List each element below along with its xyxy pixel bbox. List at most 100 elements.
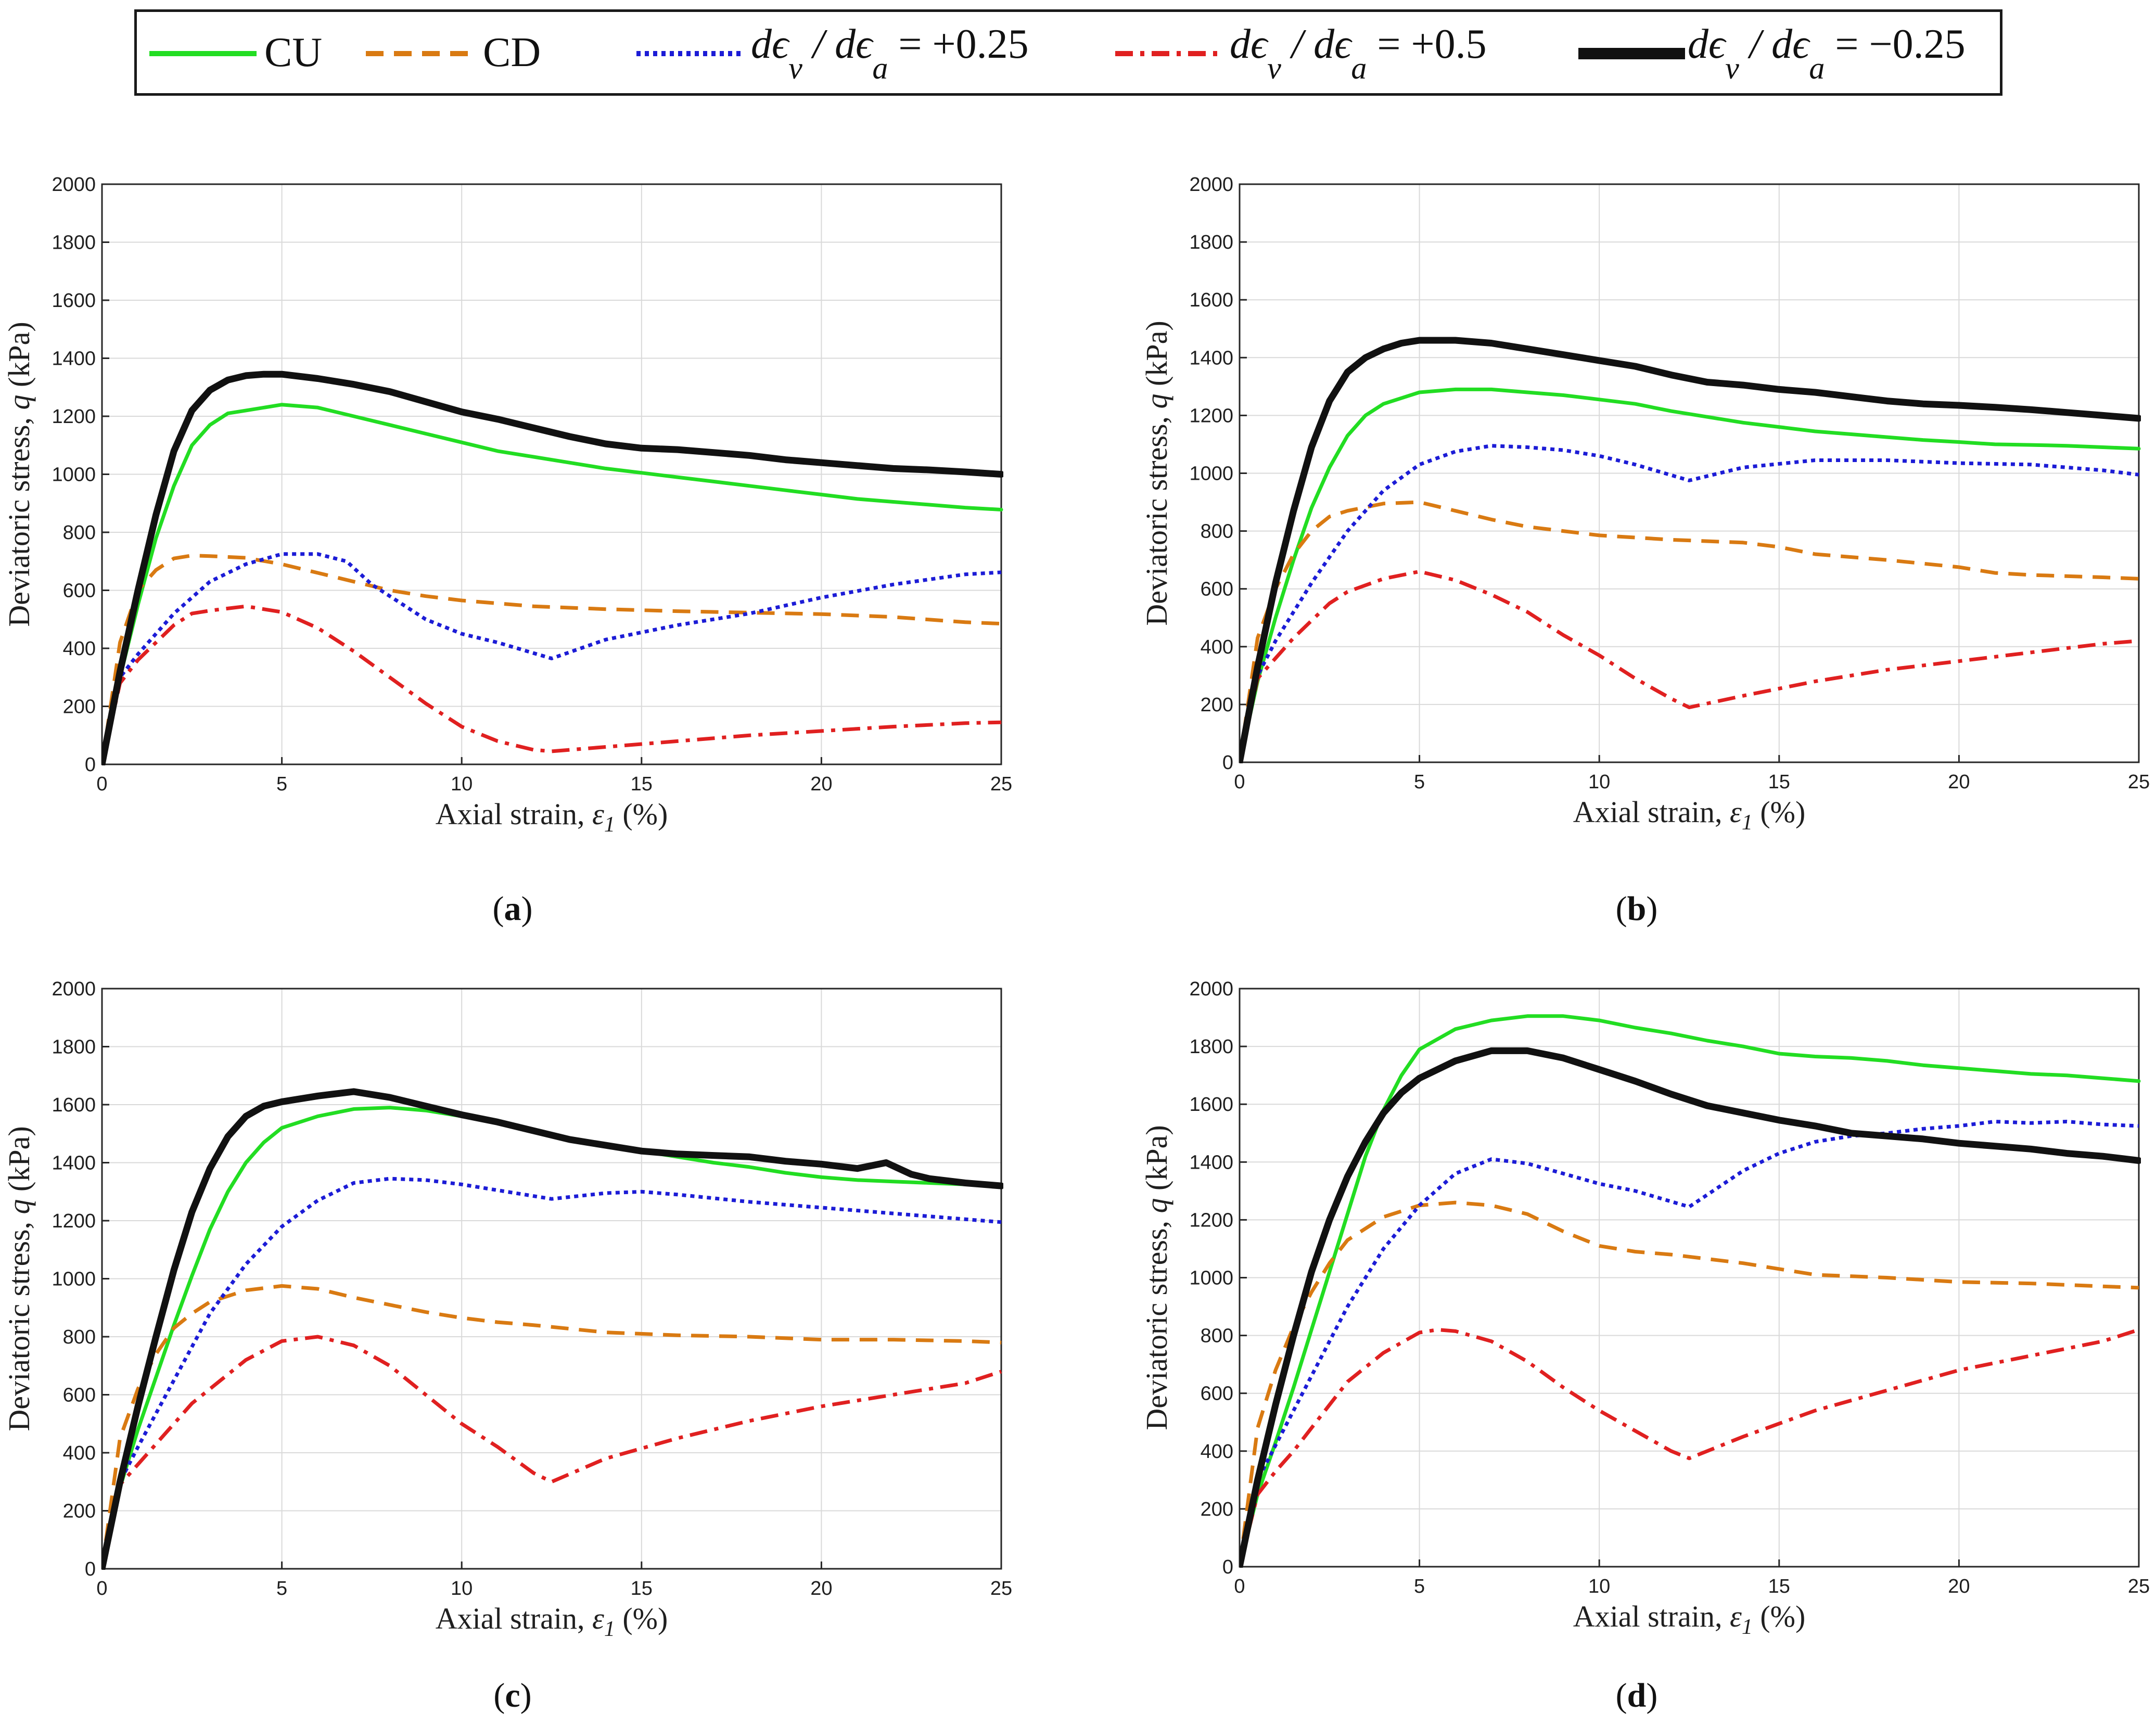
series-line-p05 xyxy=(102,604,1002,765)
y-tick-label: 1200 xyxy=(1189,405,1233,427)
series-line-p025 xyxy=(102,1176,1002,1569)
y-tick-label: 1200 xyxy=(52,406,96,428)
y-tick-label: 1600 xyxy=(52,290,96,312)
x-tick-label: 15 xyxy=(1768,1576,1790,1597)
y-tick-label: 0 xyxy=(1222,1556,1233,1578)
chart-panel-c: 0 5 10 15 20 25 0 200 400 600 800 1000 1200 1400 1600 1… xyxy=(2,978,1012,1714)
y-tick-label: 1400 xyxy=(52,1153,96,1174)
y-tick-label: 200 xyxy=(63,696,96,718)
series-line-CD xyxy=(1240,500,2139,763)
y-tick-label: 0 xyxy=(85,1558,96,1580)
y-tick-label: 600 xyxy=(63,580,96,602)
legend-label-plus-05: dϵv / dϵa = +0.5 xyxy=(1230,21,1487,85)
y-tick-label: 2000 xyxy=(52,174,96,196)
series-group xyxy=(102,1088,1003,1570)
series-line-CD xyxy=(1240,1200,2139,1567)
y-tick-label: 200 xyxy=(63,1501,96,1522)
y-tick-label: 200 xyxy=(1201,694,1233,716)
y-tick-label: 1000 xyxy=(52,464,96,486)
y-tick-label: 1000 xyxy=(52,1269,96,1290)
legend-label-cd: CD xyxy=(483,30,541,75)
y-tick-label: 1600 xyxy=(52,1094,96,1116)
x-tick-label: 15 xyxy=(1768,771,1790,793)
panel-label: (a) xyxy=(493,890,533,928)
x-tick-label: 5 xyxy=(1414,1576,1425,1597)
y-tick-label: 800 xyxy=(1201,521,1233,543)
legend: CU CD dϵv / dϵa = +0.25 dϵv / dϵa = +0.5… xyxy=(134,9,2002,96)
y-tick-label: 2000 xyxy=(1189,174,1233,196)
y-tick-label: 1800 xyxy=(1189,232,1233,253)
y-axis-label: Deviatoric stress, q (kPa) xyxy=(1140,1125,1173,1430)
y-tick-label: 1800 xyxy=(52,1036,96,1058)
y-tick-label: 1600 xyxy=(1189,289,1233,311)
y-tick-label: 400 xyxy=(1201,1441,1233,1463)
y-tick-label: 1200 xyxy=(52,1210,96,1232)
x-tick-label: 10 xyxy=(451,1578,473,1599)
panel-label: (d) xyxy=(1616,1676,1658,1714)
series-line-p05 xyxy=(1240,1328,2140,1567)
y-tick-label: 600 xyxy=(1201,1383,1233,1405)
y-tick-label: 800 xyxy=(63,1326,96,1348)
series-line-p05 xyxy=(1240,569,2139,763)
y-tick-label: 1800 xyxy=(52,232,96,254)
series-line-CU xyxy=(1240,387,2141,763)
y-tick-label: 2000 xyxy=(52,978,96,1000)
series-group xyxy=(1240,1014,2141,1568)
y-tick-label: 0 xyxy=(1222,752,1233,774)
x-tick-label: 25 xyxy=(2128,771,2150,793)
x-tick-label: 25 xyxy=(2128,1576,2150,1597)
y-tick-label: 2000 xyxy=(1189,978,1233,1000)
panel-label: (c) xyxy=(493,1676,531,1714)
x-tick-label: 20 xyxy=(1948,771,1970,793)
y-tick-label: 1000 xyxy=(1189,463,1233,485)
y-tick-label: 400 xyxy=(63,638,96,660)
x-tick-label: 0 xyxy=(96,773,107,795)
series-line-m025 xyxy=(1240,337,2141,763)
x-tick-label: 15 xyxy=(631,773,653,795)
y-tick-label: 1400 xyxy=(1189,1151,1233,1173)
x-tick-label: 5 xyxy=(276,773,287,795)
y-axis-label: Deviatoric stress, q (kPa) xyxy=(2,1126,36,1431)
series-line-m025 xyxy=(1240,1047,2141,1568)
chart-panel-b: 0 5 10 15 20 25 0 200 400 600 800 1000 1200 1400 1600 1… xyxy=(1140,174,2150,928)
series-line-m025 xyxy=(102,1088,1003,1570)
y-tick-label: 1000 xyxy=(1189,1268,1233,1289)
y-tick-label: 1800 xyxy=(1189,1036,1233,1058)
series-line-p025 xyxy=(1240,1120,2139,1567)
y-tick-label: 0 xyxy=(85,754,96,776)
y-tick-label: 600 xyxy=(1201,579,1233,600)
panel-label: (b) xyxy=(1616,890,1658,928)
y-axis-label: Deviatoric stress, q (kPa) xyxy=(2,322,36,626)
y-tick-label: 1400 xyxy=(1189,347,1233,369)
chart-panel-a: 0 5 10 15 20 25 0 200 400 600 800 1000 1200 1400 1600 1… xyxy=(2,174,1012,928)
series-group xyxy=(102,370,1003,765)
y-tick-label: 1600 xyxy=(1189,1094,1233,1116)
x-tick-label: 10 xyxy=(1588,771,1610,793)
y-tick-label: 400 xyxy=(1201,636,1233,658)
x-tick-label: 5 xyxy=(276,1578,287,1599)
y-tick-label: 400 xyxy=(63,1442,96,1464)
y-tick-label: 800 xyxy=(1201,1325,1233,1347)
panels-group: 0 5 10 15 20 25020040060080010001200140016001… xyxy=(2,174,2150,1714)
y-tick-label: 1400 xyxy=(52,348,96,370)
y-tick-label: 600 xyxy=(63,1385,96,1406)
x-tick-label: 10 xyxy=(451,773,473,795)
chart-panel-d: 0 5 10 15 20 25 0 200 400 600 800 1000 1200 1400 1600 1… xyxy=(1140,978,2150,1714)
series-line-CD xyxy=(102,1284,1002,1569)
series-line-p05 xyxy=(102,1335,1002,1569)
series-line-p025 xyxy=(1240,444,2139,763)
x-tick-label: 25 xyxy=(990,773,1012,795)
legend-label-minus-025: dϵv / dϵa = −0.25 xyxy=(1688,21,1966,85)
y-tick-label: 1200 xyxy=(1189,1209,1233,1231)
y-axis-label: Deviatoric stress, q (kPa) xyxy=(1140,321,1173,625)
x-tick-label: 20 xyxy=(810,1578,832,1599)
x-tick-label: 5 xyxy=(1414,771,1425,793)
series-line-p025 xyxy=(102,552,1002,765)
series-line-CU xyxy=(102,403,1003,765)
legend-label-plus-025: dϵv / dϵa = +0.25 xyxy=(751,21,1029,85)
x-tick-label: 10 xyxy=(1588,1576,1610,1597)
x-tick-label: 0 xyxy=(1234,1576,1245,1597)
x-tick-label: 0 xyxy=(1234,771,1245,793)
series-line-CU xyxy=(1240,1014,2141,1568)
